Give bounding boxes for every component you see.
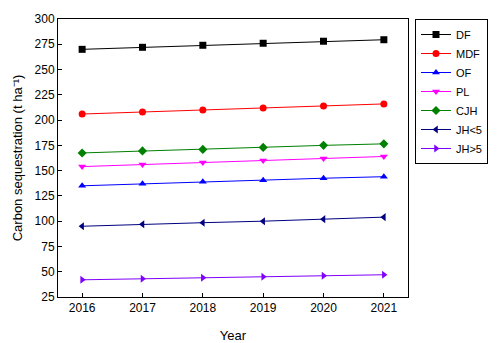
svg-text:50: 50 — [41, 265, 55, 279]
svg-text:75: 75 — [41, 240, 55, 254]
svg-text:MDF: MDF — [456, 48, 480, 60]
svg-text:100: 100 — [35, 214, 55, 228]
svg-text:JH>5: JH>5 — [456, 143, 482, 155]
svg-text:300: 300 — [35, 12, 55, 26]
svg-text:Carbon sequestration (t ha⁻¹): Carbon sequestration (t ha⁻¹) — [10, 75, 25, 242]
svg-text:CJH: CJH — [456, 105, 477, 117]
svg-text:JH<5: JH<5 — [456, 124, 482, 136]
svg-text:2019: 2019 — [250, 301, 277, 315]
svg-text:2021: 2021 — [371, 301, 398, 315]
svg-text:2020: 2020 — [310, 301, 337, 315]
svg-text:DF: DF — [456, 29, 471, 41]
svg-text:Year: Year — [220, 328, 247, 343]
svg-text:200: 200 — [35, 113, 55, 127]
svg-text:275: 275 — [35, 37, 55, 51]
svg-text:PL: PL — [456, 86, 469, 98]
svg-text:175: 175 — [35, 139, 55, 153]
svg-text:2016: 2016 — [69, 301, 96, 315]
svg-text:225: 225 — [35, 88, 55, 102]
svg-text:125: 125 — [35, 189, 55, 203]
svg-text:2018: 2018 — [189, 301, 216, 315]
svg-text:OF: OF — [456, 67, 472, 79]
svg-text:250: 250 — [35, 63, 55, 77]
svg-text:2017: 2017 — [129, 301, 156, 315]
svg-text:25: 25 — [41, 290, 55, 304]
svg-text:150: 150 — [35, 164, 55, 178]
